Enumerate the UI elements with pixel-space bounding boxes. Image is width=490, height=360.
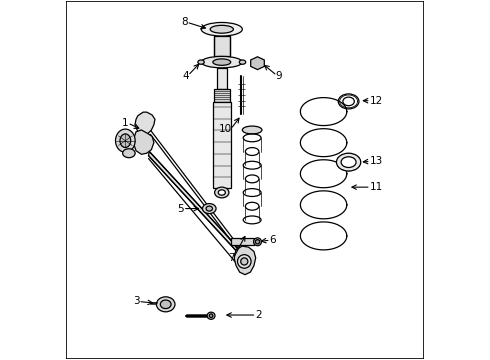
- Ellipse shape: [210, 25, 233, 33]
- Text: 12: 12: [369, 96, 383, 106]
- Bar: [217, 68, 227, 89]
- Ellipse shape: [218, 190, 225, 195]
- Ellipse shape: [213, 59, 231, 65]
- Bar: [231, 238, 254, 246]
- Ellipse shape: [156, 297, 175, 312]
- Text: 1: 1: [122, 118, 129, 128]
- Bar: [213, 102, 231, 188]
- Ellipse shape: [209, 314, 213, 318]
- Ellipse shape: [122, 149, 135, 158]
- Ellipse shape: [243, 126, 262, 134]
- Ellipse shape: [120, 134, 131, 148]
- Polygon shape: [234, 246, 256, 275]
- Ellipse shape: [116, 129, 135, 152]
- Ellipse shape: [341, 157, 356, 167]
- Polygon shape: [251, 57, 264, 69]
- Bar: [214, 36, 230, 56]
- Text: 2: 2: [255, 310, 262, 320]
- Text: 10: 10: [219, 124, 232, 134]
- Text: 6: 6: [270, 235, 276, 245]
- Ellipse shape: [215, 187, 229, 198]
- Polygon shape: [135, 112, 155, 134]
- Ellipse shape: [255, 240, 260, 244]
- Ellipse shape: [253, 238, 262, 246]
- Ellipse shape: [241, 258, 248, 265]
- Text: 9: 9: [276, 71, 282, 81]
- Ellipse shape: [239, 60, 245, 64]
- Text: 11: 11: [369, 182, 383, 192]
- Text: 8: 8: [181, 17, 188, 27]
- Ellipse shape: [207, 312, 215, 319]
- Bar: [214, 89, 230, 102]
- Text: 13: 13: [369, 157, 383, 166]
- Ellipse shape: [198, 60, 204, 64]
- Ellipse shape: [201, 57, 243, 68]
- Ellipse shape: [337, 153, 361, 171]
- Ellipse shape: [238, 255, 251, 268]
- Ellipse shape: [202, 203, 216, 213]
- Text: 5: 5: [178, 203, 184, 213]
- Text: 3: 3: [133, 296, 140, 306]
- Ellipse shape: [201, 22, 243, 36]
- Ellipse shape: [160, 300, 171, 309]
- Polygon shape: [148, 152, 242, 256]
- Text: 7: 7: [228, 253, 235, 263]
- Text: 4: 4: [183, 71, 189, 81]
- Polygon shape: [134, 130, 154, 154]
- Ellipse shape: [206, 206, 213, 211]
